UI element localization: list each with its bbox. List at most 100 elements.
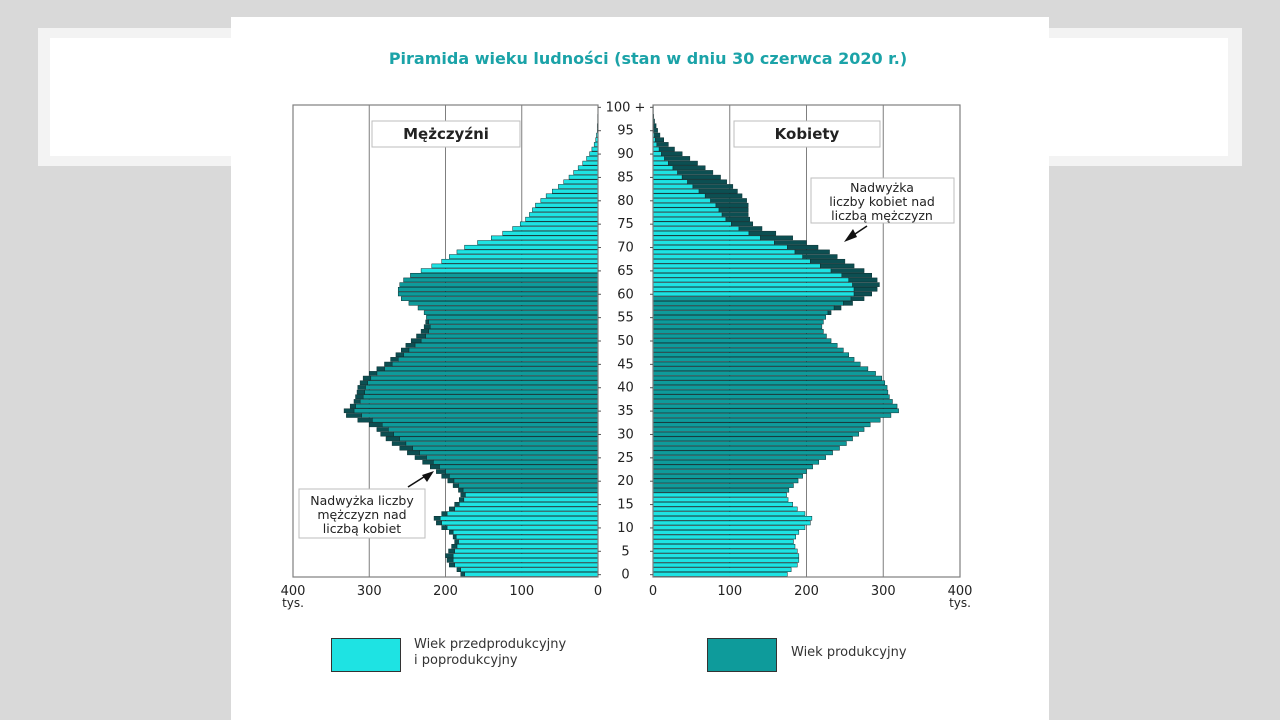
female-bar	[652, 408, 899, 414]
legend-label-pre-post: Wiek przedprodukcyjny i poprodukcyjny	[414, 637, 566, 669]
male-surplus-bar	[433, 515, 441, 521]
female-bar	[652, 244, 788, 250]
female-bar	[652, 361, 861, 367]
male-surplus-bar	[405, 343, 416, 348]
male-bar	[529, 212, 599, 217]
male-bar	[393, 431, 599, 437]
age-tick-label: 25	[617, 451, 634, 466]
female-surplus-bar	[664, 156, 691, 161]
male-bar	[586, 156, 599, 161]
male-bar	[361, 413, 599, 418]
male-bar	[454, 506, 599, 512]
male-surplus-bar	[452, 534, 457, 540]
chart-title: Piramida wieku ludności (stan w dniu 30 …	[388, 49, 908, 68]
age-tick-label: 35	[617, 404, 634, 419]
female-bar	[652, 221, 732, 227]
female-bar	[652, 338, 832, 343]
male-bar	[458, 501, 599, 507]
male-bar	[449, 473, 599, 479]
female-bar	[652, 553, 800, 558]
female-surplus-bar	[731, 221, 754, 227]
male-bar	[420, 338, 599, 343]
female-bar	[652, 202, 717, 208]
male-bar	[399, 282, 599, 287]
male-surplus-bar	[445, 553, 454, 558]
age-tick-label: 60	[617, 287, 634, 302]
female-bar	[652, 436, 853, 442]
male-bar	[456, 249, 599, 255]
female-surplus-bar	[655, 137, 664, 143]
male-bar	[431, 263, 599, 269]
male-bar	[445, 469, 599, 474]
female-surplus-line-3: liczbą mężczyzn	[831, 208, 933, 223]
male-surplus-bar	[414, 455, 427, 460]
male-surplus-bar	[391, 441, 407, 446]
male-bar	[525, 216, 599, 222]
male-surplus-bar	[454, 501, 460, 507]
female-bar	[652, 450, 833, 456]
male-surplus-bar	[456, 567, 461, 572]
female-surplus-arrow-head	[844, 229, 857, 242]
female-x-tick-label: 100	[717, 584, 742, 599]
female-surplus-line-1: Nadwyżka	[850, 180, 914, 195]
male-surplus-bar	[423, 324, 431, 329]
female-bar	[652, 478, 799, 484]
male-bar	[403, 277, 599, 283]
age-tick-label: 100 +	[606, 100, 646, 115]
male-surplus-bar	[447, 478, 455, 484]
male-bar	[573, 170, 599, 175]
age-tick-label: 40	[617, 381, 634, 396]
female-bar	[652, 230, 750, 236]
age-tick-label: 15	[617, 498, 634, 513]
male-bar	[535, 202, 599, 208]
female-bar	[652, 487, 790, 493]
male-bar	[408, 347, 599, 353]
male-bar	[425, 333, 599, 339]
male-bar	[452, 558, 599, 563]
male-surplus-bar	[346, 413, 362, 418]
male-bar	[552, 188, 599, 194]
male-bar	[454, 562, 599, 568]
male-bar	[410, 272, 599, 278]
female-header: Kobiety	[775, 125, 840, 143]
male-surplus-bar	[454, 539, 459, 544]
male-surplus-bar	[451, 544, 458, 549]
male-bar	[423, 310, 599, 315]
age-tick-label: 50	[617, 334, 634, 349]
female-bar	[652, 235, 761, 241]
male-bar	[441, 520, 599, 526]
male-bar	[458, 483, 599, 488]
female-bar	[652, 455, 826, 460]
female-bar	[652, 207, 720, 213]
female-surplus-bar	[687, 179, 727, 185]
male-surplus-bar	[356, 389, 365, 395]
female-bar	[652, 473, 803, 479]
male-bar	[460, 567, 599, 572]
female-bar	[652, 352, 849, 358]
male-surplus-bar	[441, 511, 448, 516]
female-bar	[652, 188, 700, 194]
male-surplus-bar	[420, 329, 429, 334]
male-bar	[491, 235, 599, 241]
male-bar	[452, 553, 599, 558]
female-bar	[652, 296, 852, 301]
female-surplus-bar	[841, 272, 872, 278]
female-surplus-bar	[843, 301, 853, 306]
male-bar	[372, 417, 599, 423]
male-bar	[405, 441, 599, 446]
male-bar	[399, 436, 599, 442]
female-bar	[652, 399, 893, 404]
male-bar	[433, 459, 599, 465]
male-x-tick-label: 400	[281, 584, 306, 599]
age-tick-label: 90	[617, 147, 634, 162]
male-bar	[512, 226, 599, 231]
legend-swatch-working	[707, 638, 777, 672]
age-tick-label: 45	[617, 357, 634, 372]
male-bar	[439, 464, 599, 470]
male-bar	[452, 530, 599, 535]
male-bar	[519, 221, 599, 227]
male-bar	[453, 478, 599, 484]
female-bar	[652, 357, 855, 362]
female-surplus-bar	[802, 254, 838, 259]
male-bar	[353, 408, 599, 414]
